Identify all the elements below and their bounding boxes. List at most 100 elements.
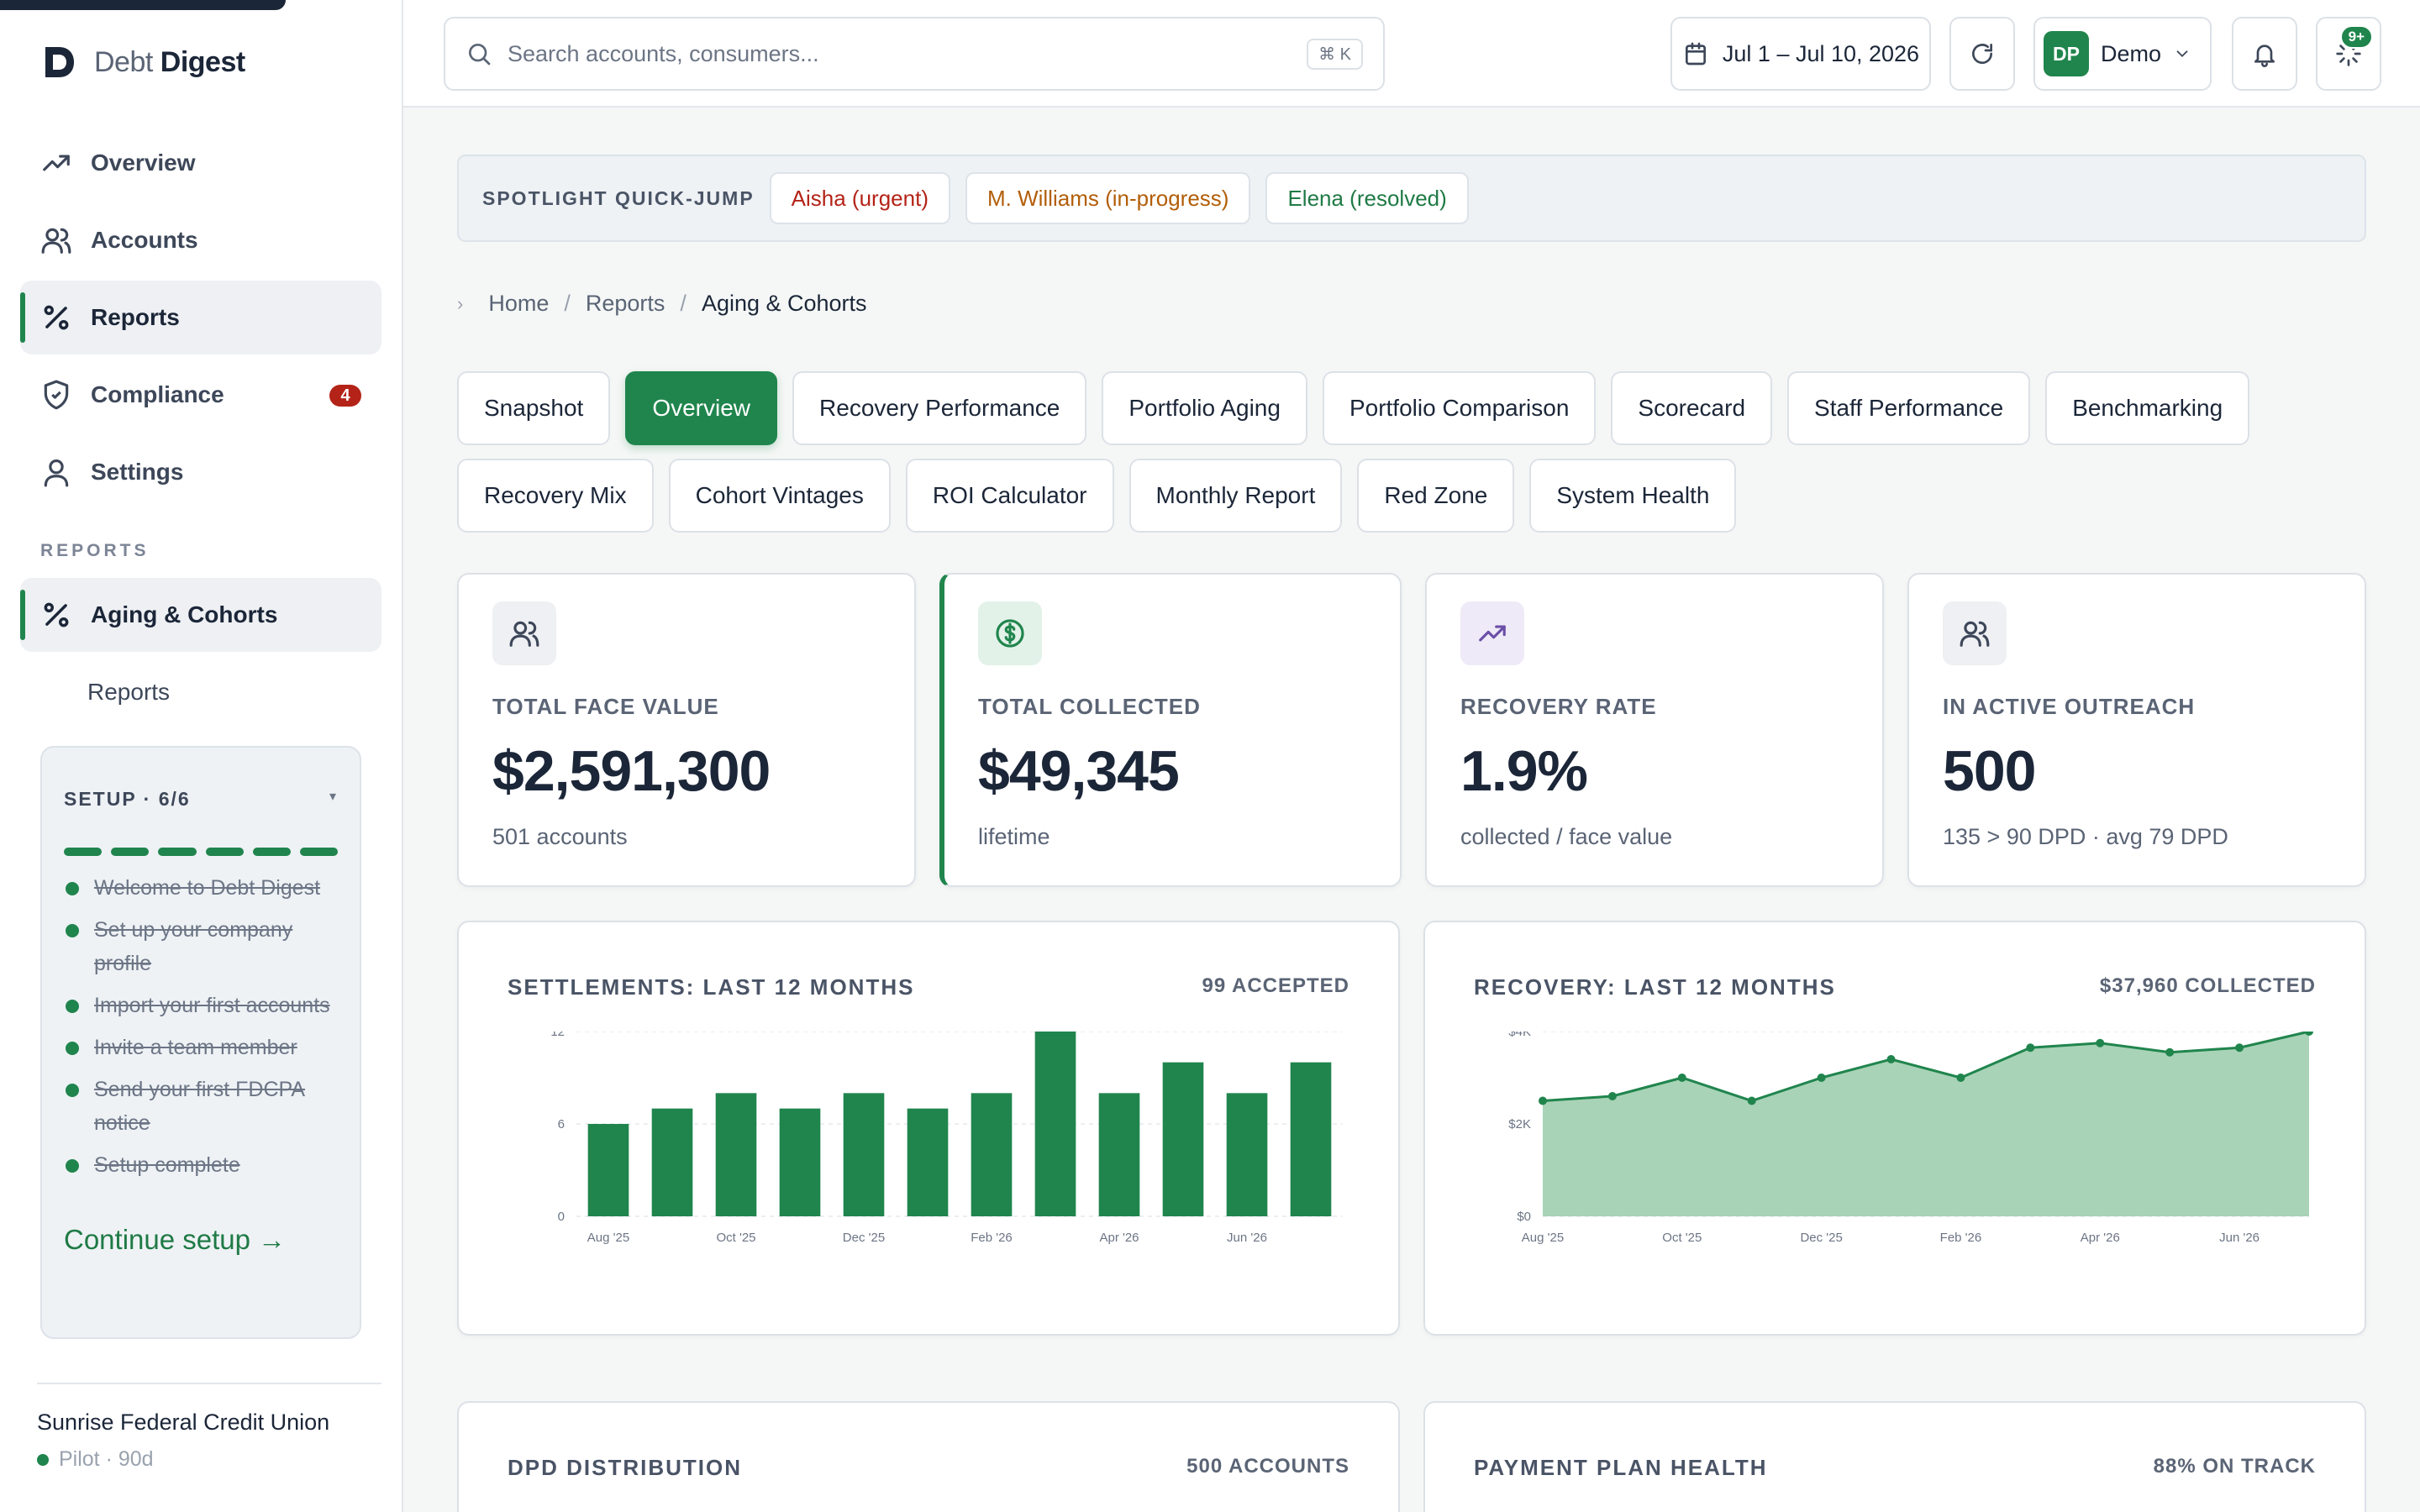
breadcrumb-separator: / [564,291,571,316]
progress-segment [158,848,197,856]
setup-step[interactable]: Setup complete [64,1148,338,1182]
kpi-icon-box [1460,601,1524,665]
kpi-in-active-outreach[interactable]: IN ACTIVE OUTREACH 500 135 > 90 DPD · av… [1907,573,2366,887]
search-icon [469,44,491,66]
trending-up-icon [43,155,70,171]
setup-header[interactable]: SETUP · 6/6 ▾ [64,788,338,811]
refresh-icon [1972,44,1993,65]
continue-setup-link[interactable]: Continue setup → [64,1224,287,1255]
bar [971,1093,1013,1216]
area-fill [1543,1032,2309,1216]
x-tick-label: Dec '25 [843,1231,885,1245]
refresh-button[interactable] [1949,17,2015,91]
card-title: DPD DISTRIBUTION [508,1455,742,1480]
bell-icon [2254,45,2275,67]
bar [1098,1093,1140,1216]
data-point [1677,1074,1686,1082]
date-range-picker[interactable]: Jul 1 – Jul 10, 2026 [1670,17,1931,91]
series-line [1542,1032,2310,1103]
kpi-subtext: 135 > 90 DPD · avg 79 DPD [1943,824,2228,849]
activity-button[interactable]: 9+ [2316,17,2381,91]
tab-portfolio-aging[interactable]: Portfolio Aging [1102,371,1307,445]
avatar: DP [2044,31,2089,76]
tab-red-zone[interactable]: Red Zone [1357,459,1515,533]
user-menu[interactable]: DP Demo [2033,17,2212,91]
x-tick-label: Oct '25 [716,1231,755,1245]
breadcrumb-reports[interactable]: Reports [585,291,666,316]
search-box[interactable]: ⌘ K [444,17,1385,91]
sidebar-item-settings[interactable]: Settings [20,435,381,509]
breadcrumb-home[interactable]: Home [488,291,550,316]
kpi-total-collected[interactable]: TOTAL COLLECTED $49,345 lifetime [939,573,1402,887]
tab-portfolio-comparison[interactable]: Portfolio Comparison [1322,371,1597,445]
tab-monthly-report[interactable]: Monthly Report [1128,459,1343,533]
users-icon [41,228,71,254]
setup-step[interactable]: Send your first FDCPA notice [64,1073,338,1140]
user-label: Demo [2101,40,2162,66]
tab-roi-calculator[interactable]: ROI Calculator [905,459,1114,533]
progress-segment [299,848,339,856]
breadcrumb-current: Aging & Cohorts [701,291,867,316]
breadcrumb: › Home / Reports / Aging & Cohorts [457,291,867,317]
card-title: PAYMENT PLAN HEALTH [1474,1455,1768,1480]
setup-step[interactable]: Set up your company profile [64,913,338,980]
tab-cohort-vintages[interactable]: Cohort Vintages [668,459,891,533]
tab-recovery-mix[interactable]: Recovery Mix [457,459,654,533]
kpi-total-face-value[interactable]: TOTAL FACE VALUE $2,591,300 501 accounts [457,573,916,887]
bar [1162,1062,1204,1216]
bar [1034,1032,1076,1216]
spotlight-chip-urgent[interactable]: Aisha (urgent) [769,172,950,224]
sidebar-item-overview[interactable]: Overview [20,126,381,200]
tab-system-health[interactable]: System Health [1529,459,1737,533]
x-tick-label: Aug '25 [1522,1231,1564,1245]
sidebar-item-aging-cohorts[interactable]: Aging & Cohorts [20,578,381,652]
setup-progress-bar [64,848,339,856]
tab-snapshot[interactable]: Snapshot [457,371,611,445]
spotlight-chip-resolved[interactable]: Elena (resolved) [1265,172,1469,224]
tab-recovery-performance[interactable]: Recovery Performance [792,371,1087,445]
sidebar-item-reports[interactable]: Reports [20,281,381,354]
recovery-area-chart: $0 $2K $4K Aug '25 Oct '25 Dec '25 Feb '26 Apr … [1508,1032,2313,1245]
chart-title: RECOVERY: LAST 12 MONTHS [1474,974,1836,1000]
chevron-right-icon: › [457,292,464,314]
y-tick-label: 0 [558,1210,565,1224]
kpi-label: RECOVERY RATE [1460,694,1657,719]
progress-segment [64,848,103,856]
org-switcher[interactable]: Sunrise Federal Credit Union Pilot · 90d [37,1383,381,1472]
report-tabs: Snapshot Overview Recovery Performance P… [457,371,2390,533]
tab-scorecard[interactable]: Scorecard [1611,371,1773,445]
org-status: Pilot · 90d [37,1447,381,1472]
tab-benchmarking[interactable]: Benchmarking [2045,371,2250,445]
search-input[interactable] [508,40,1292,67]
x-tick-label: Oct '25 [1662,1231,1702,1245]
chevron-down-icon[interactable]: ▾ [329,790,338,804]
x-tick-label: Apr '26 [2081,1231,2120,1245]
notifications-button[interactable] [2232,17,2297,91]
x-tick-label: Aug '25 [587,1231,629,1245]
status-dot [37,1453,49,1466]
sidebar-item-accounts[interactable]: Accounts [20,203,381,277]
x-tick-label: Feb '26 [1940,1231,1982,1245]
tab-overview[interactable]: Overview [625,371,778,445]
y-tick-label: $2K [1508,1117,1531,1131]
brand-name: Debt Digest [94,45,245,78]
setup-step[interactable]: Welcome to Debt Digest [64,871,338,905]
bar [715,1093,757,1216]
x-tick-label: Jun '26 [1227,1231,1267,1245]
sidebar-item-compliance[interactable]: Compliance 4 [20,358,381,432]
sidebar-section-label: REPORTS [40,541,150,560]
tab-staff-performance[interactable]: Staff Performance [1787,371,2031,445]
brand[interactable]: Debt Digest [40,44,245,81]
card-meta: 500 ACCOUNTS [1186,1455,1349,1478]
data-point [2235,1043,2244,1053]
setup-step[interactable]: Invite a team member [64,1031,338,1064]
setup-step[interactable]: Import your first accounts [64,989,338,1022]
payment-plan-health-card: PAYMENT PLAN HEALTH 88% ON TRACK [1423,1401,2366,1512]
dollar-icon [996,619,1024,648]
spotlight-chip-in-progress[interactable]: M. Williams (in-progress) [965,172,1251,224]
kpi-recovery-rate[interactable]: RECOVERY RATE 1.9% collected / face valu… [1425,573,1884,887]
sidebar-item-reports-sub[interactable]: Reports [87,679,171,705]
bar [1290,1062,1332,1216]
sidebar-item-label: Aging & Cohorts [91,601,278,627]
setup-checklist: SETUP · 6/6 ▾ Welcome to Debt Digest Set… [40,746,361,1339]
